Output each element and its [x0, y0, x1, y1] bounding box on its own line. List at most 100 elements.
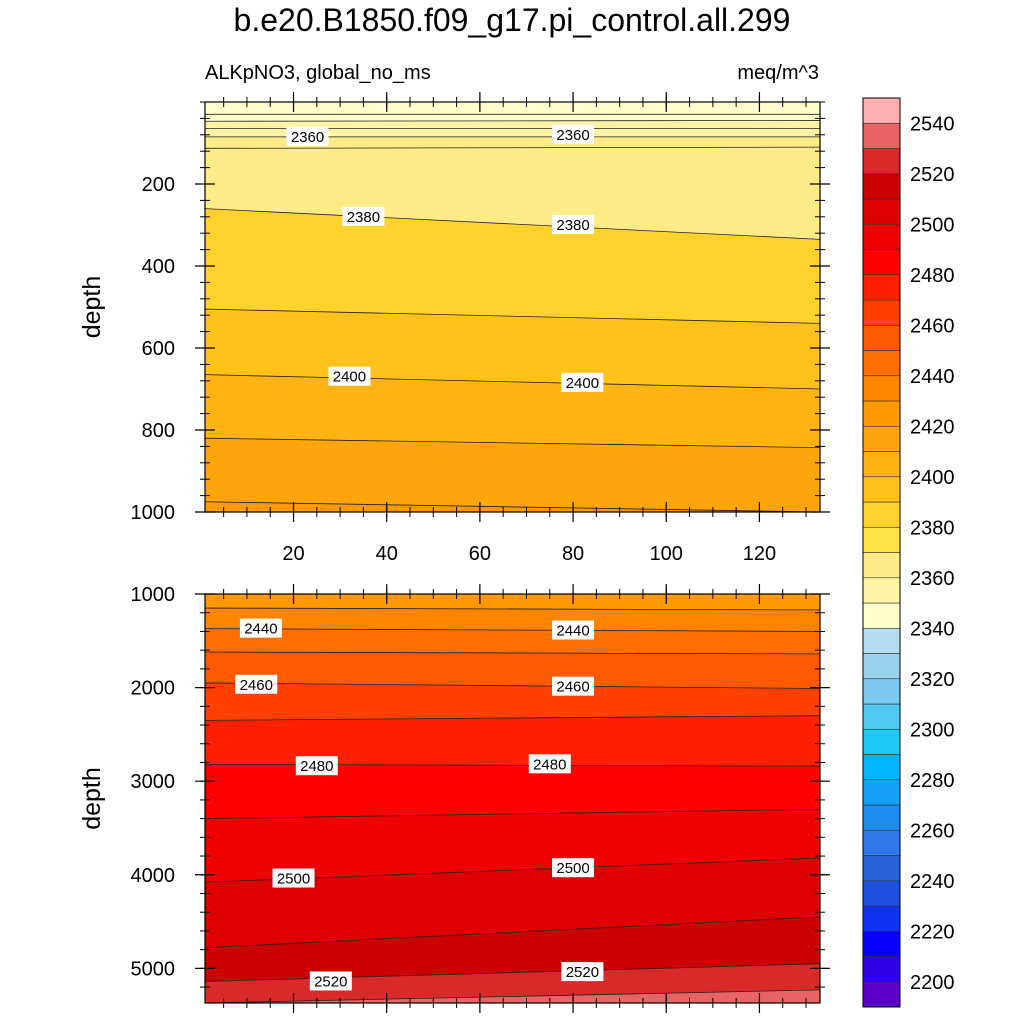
colorbar-label: 2500 — [910, 214, 955, 236]
contour-label: 2380 — [342, 206, 385, 226]
contour-band — [205, 114, 820, 122]
colorbar-swatch — [862, 173, 901, 200]
colorbar-label: 2360 — [910, 568, 955, 590]
contour-line — [205, 120, 820, 122]
colorbar-swatch — [862, 526, 901, 553]
colorbar-label: 2280 — [910, 770, 955, 792]
contour-band — [205, 136, 820, 149]
contour-label-text: 2460 — [240, 677, 273, 694]
contour-line — [205, 208, 820, 240]
colorbar-swatch — [862, 804, 901, 831]
contour-band — [205, 652, 820, 689]
colorbar-swatch — [862, 981, 901, 1008]
colorbar-swatch — [862, 930, 901, 957]
y-axis-label: depth — [78, 276, 106, 339]
colorbar-label: 2540 — [910, 113, 955, 135]
contour-label-text: 2440 — [244, 621, 277, 638]
contour-band — [205, 916, 820, 982]
contour-label-text: 2500 — [277, 871, 310, 888]
colorbar: 2200 2220 2240 2260 2280 2300 2320 2340 2360 2380… — [862, 97, 955, 1008]
colorbar-label: 2240 — [910, 871, 955, 893]
contour-label: 2380 — [552, 215, 595, 234]
contour-band — [205, 608, 820, 632]
x-tick-label: 60 — [469, 543, 491, 565]
x-tick-label: 20 — [282, 543, 304, 565]
colorbar-swatch — [862, 274, 901, 301]
colorbar-swatch — [862, 350, 901, 377]
colorbar-label: 2340 — [910, 618, 955, 640]
colorbar-label: 2520 — [910, 164, 955, 186]
y-tick-label: 600 — [142, 338, 175, 360]
contour-band — [205, 438, 820, 512]
contour-line — [205, 437, 820, 449]
colorbar-swatch — [862, 223, 901, 250]
contour-label-text: 2520 — [314, 973, 347, 990]
colorbar-frame — [862, 97, 901, 1008]
colorbar-swatch — [862, 880, 901, 907]
contour-fills: 2440 2440 2460 2460 2480 2480 2500 2500 2520 2520 — [205, 594, 820, 1003]
contour-label-text: 2480 — [300, 758, 333, 775]
colorbar-swatch — [862, 324, 901, 351]
contour-label: 2480 — [528, 754, 571, 774]
colorbar-swatch — [862, 552, 901, 579]
x-tick-label: 40 — [376, 543, 398, 565]
x-tick-label: 80 — [562, 543, 584, 565]
colorbar-swatch — [862, 728, 901, 755]
contour-band — [205, 809, 820, 883]
contour-line — [205, 651, 820, 655]
contour-label: 2520 — [561, 962, 604, 982]
contour-band — [205, 715, 820, 767]
contour-line — [205, 989, 820, 1003]
colorbar-swatch — [862, 148, 901, 175]
colorbar-swatch — [862, 678, 901, 705]
colorbar-label: 2300 — [910, 719, 955, 741]
colorbar-label: 2260 — [910, 820, 955, 842]
contour-label-text: 2400 — [333, 369, 366, 386]
colorbar-swatch — [862, 425, 901, 452]
contour-label-text: 2400 — [566, 375, 599, 392]
colorbar-swatch — [862, 400, 901, 427]
y-tick-label: 5000 — [131, 958, 176, 980]
contour-line — [205, 715, 820, 721]
colorbar-label: 2220 — [910, 921, 955, 943]
contour-band — [205, 764, 820, 819]
colorbar-swatch — [862, 754, 901, 781]
colorbar-label: 2400 — [910, 467, 955, 489]
colorbar-swatch — [862, 956, 901, 983]
colorbar-swatch — [862, 375, 901, 402]
y-tick-label: 1000 — [131, 502, 176, 524]
contour-band — [205, 208, 820, 324]
colorbar-swatch — [862, 855, 901, 882]
contour-line — [205, 607, 820, 611]
colorbar-swatch — [862, 476, 901, 503]
colorbar-swatch — [862, 97, 901, 124]
y-tick-label: 200 — [142, 174, 175, 196]
colorbar-swatch — [862, 653, 901, 680]
contour-label-text: 2520 — [566, 964, 599, 981]
colorbar-label: 2380 — [910, 517, 955, 539]
plot-frame — [204, 101, 821, 513]
contour-line — [205, 682, 820, 689]
contour-band — [205, 594, 820, 610]
contour-label-text: 2480 — [533, 756, 566, 773]
contour-label: 2360 — [552, 124, 595, 144]
colorbar-swatch — [862, 829, 901, 856]
contour-label-text: 2380 — [347, 209, 380, 226]
colorbar-label: 2480 — [910, 265, 955, 287]
y-tick-label: 4000 — [131, 865, 176, 887]
contour-line — [205, 308, 820, 324]
contour-line — [205, 808, 820, 820]
upper-panel: 2360 2360 2380 2380 2400 2400 200 400 600 800 1000… — [78, 92, 830, 565]
colorbar-swatch — [862, 703, 901, 730]
contour-band — [205, 857, 820, 948]
lower-panel: 2440 2440 2460 2460 2480 2480 2500 2500 2520 2520… — [78, 584, 830, 1013]
y-tick-label: 1000 — [131, 584, 176, 606]
colorbar-swatch — [862, 501, 901, 528]
contour-label: 2400 — [561, 372, 604, 392]
chart-title: b.e20.B1850.f09_g17.pi_control.all.299 — [233, 2, 791, 38]
colorbar-swatch — [862, 451, 901, 478]
variable-subtitle: ALKpNO3, global_no_ms — [205, 62, 431, 84]
contour-label-text: 2360 — [291, 129, 324, 146]
colorbar-swatch — [862, 122, 901, 149]
contour-line — [205, 501, 820, 512]
